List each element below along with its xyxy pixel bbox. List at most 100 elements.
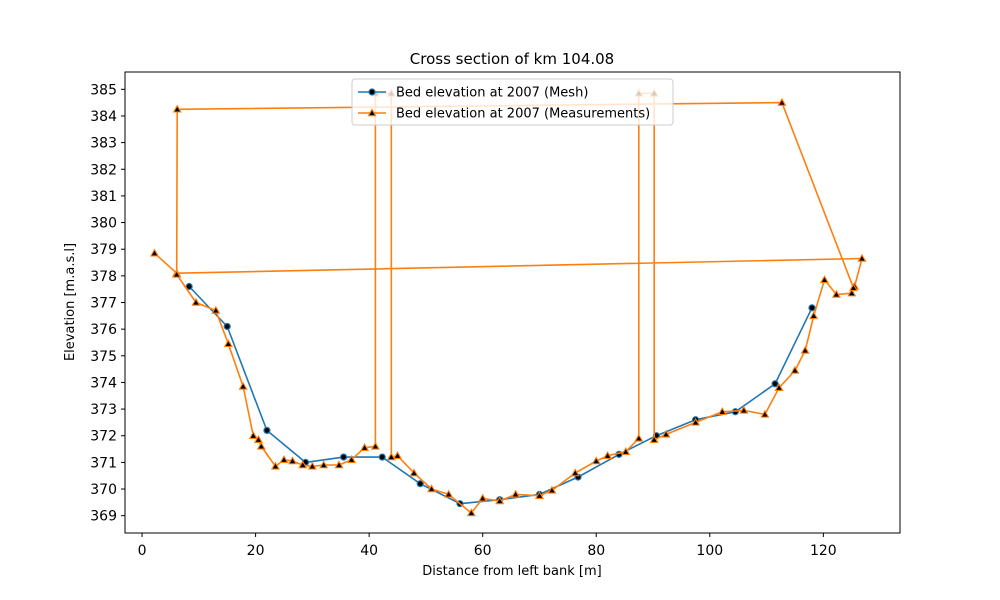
measurement-point-marker bbox=[211, 305, 221, 314]
x-tick-label: 20 bbox=[247, 543, 265, 559]
measurement-point-marker bbox=[307, 461, 317, 470]
mesh-point-marker bbox=[368, 88, 376, 96]
measurement-point-marker bbox=[409, 468, 419, 477]
measurement-point-marker bbox=[466, 508, 476, 517]
series-1 bbox=[149, 88, 867, 517]
axes-frame bbox=[124, 71, 901, 534]
measurement-point-marker bbox=[819, 275, 830, 284]
measurement-point-marker bbox=[760, 409, 770, 418]
x-tick-label: 120 bbox=[810, 543, 837, 559]
measurement-point-marker bbox=[534, 490, 545, 499]
y-tick-label: 377 bbox=[90, 296, 117, 312]
x-tick-label: 100 bbox=[696, 543, 723, 559]
y-tick-label: 383 bbox=[90, 136, 117, 152]
measurement-point-marker bbox=[661, 429, 671, 438]
measurement-point-marker bbox=[691, 417, 701, 426]
mesh-point-marker bbox=[771, 380, 779, 388]
measurement-point-marker bbox=[848, 283, 858, 292]
legend-item: Bed elevation at 2007 (Mesh) bbox=[358, 86, 588, 101]
measurement-point-marker bbox=[444, 489, 454, 498]
measurement-point-marker bbox=[621, 447, 631, 455]
measurement-point-marker bbox=[739, 405, 749, 414]
measurement-point-marker bbox=[346, 455, 357, 463]
measurement-point-marker bbox=[298, 460, 308, 469]
y-tick-label: 370 bbox=[90, 482, 117, 498]
y-tick-label: 374 bbox=[90, 375, 117, 391]
measurement-point-marker bbox=[367, 108, 377, 117]
measurement-point-marker bbox=[287, 456, 298, 465]
y-tick-label: 376 bbox=[90, 322, 117, 338]
legend-box bbox=[351, 78, 674, 126]
plot-area bbox=[149, 88, 867, 517]
measurement-point-marker bbox=[809, 311, 819, 320]
y-tick-label: 380 bbox=[90, 216, 117, 232]
measurement-point-marker bbox=[386, 452, 396, 461]
measurement-point-marker bbox=[847, 288, 857, 297]
measurement-point-marker bbox=[238, 381, 248, 390]
legend-label: Bed elevation at 2007 (Mesh) bbox=[396, 86, 588, 101]
x-tick-label: 0 bbox=[138, 543, 147, 559]
measurement-point-marker bbox=[360, 443, 370, 451]
y-tick-label: 384 bbox=[90, 109, 117, 125]
measurement-point-marker bbox=[717, 407, 727, 416]
measurement-point-marker bbox=[191, 297, 201, 306]
y-axis: 369 370 371 372 373 374 375 376 377 378 379 380 381 3… bbox=[90, 82, 125, 525]
measurement-point-marker bbox=[370, 441, 380, 450]
legend-item: Bed elevation at 2007 (Measurements) bbox=[358, 107, 650, 122]
y-tick-label: 381 bbox=[90, 189, 117, 205]
x-tick-label: 40 bbox=[360, 543, 378, 559]
x-tick-label: 60 bbox=[474, 543, 492, 559]
measurement-point-marker bbox=[172, 104, 182, 113]
measurement-point-marker bbox=[256, 441, 266, 450]
measurement-point-marker bbox=[319, 460, 329, 469]
series-line bbox=[188, 285, 813, 505]
y-tick-label: 369 bbox=[90, 509, 117, 525]
legend: Bed elevation at 2007 (Mesh) Bed elevatio… bbox=[351, 78, 674, 126]
y-tick-label: 382 bbox=[90, 162, 117, 178]
measurement-point-marker bbox=[427, 484, 437, 493]
measurement-point-marker bbox=[248, 431, 258, 439]
measurement-point-marker bbox=[149, 248, 160, 257]
x-axis-label: Distance from left bank [m] bbox=[422, 564, 601, 579]
measurement-point-marker bbox=[547, 485, 557, 494]
mesh-point-marker bbox=[416, 480, 424, 488]
measurement-point-marker bbox=[777, 97, 787, 106]
measurement-point-marker bbox=[511, 489, 521, 498]
x-tick-label: 80 bbox=[587, 543, 605, 559]
measurement-point-marker bbox=[634, 433, 644, 442]
mesh-point-marker bbox=[378, 453, 386, 461]
measurement-point-marker bbox=[831, 289, 841, 298]
measurement-point-marker bbox=[774, 383, 784, 392]
y-axis-label: Elevation [m.a.s.l] bbox=[63, 243, 78, 361]
measurement-point-marker bbox=[570, 468, 580, 477]
series-line bbox=[153, 92, 863, 514]
measurement-point-marker bbox=[223, 339, 233, 348]
mesh-point-marker bbox=[339, 453, 348, 461]
y-tick-label: 379 bbox=[90, 242, 117, 258]
measurement-point-marker bbox=[270, 461, 281, 470]
mesh-point-marker bbox=[185, 282, 193, 291]
measurement-point-marker bbox=[334, 460, 344, 469]
measurement-point-marker bbox=[478, 493, 488, 502]
measurement-point-marker bbox=[603, 451, 613, 459]
measurement-point-marker bbox=[279, 455, 289, 463]
measurement-point-marker bbox=[392, 451, 403, 459]
y-tick-label: 373 bbox=[90, 402, 117, 418]
measurement-point-marker bbox=[253, 435, 263, 443]
y-tick-label: 375 bbox=[90, 349, 117, 365]
mesh-point-marker bbox=[263, 426, 271, 435]
measurement-point-marker bbox=[649, 435, 659, 443]
measurement-point-marker bbox=[495, 496, 505, 505]
chart-title: Cross section of km 104.08 bbox=[410, 50, 614, 68]
measurement-point-marker bbox=[800, 345, 810, 354]
series-0 bbox=[185, 282, 816, 508]
y-tick-label: 378 bbox=[90, 269, 117, 285]
y-tick-label: 371 bbox=[90, 455, 117, 471]
x-axis: 0 20 40 60 80 100 120 bbox=[138, 533, 837, 559]
measurement-point-marker bbox=[172, 269, 182, 278]
mesh-point-marker bbox=[808, 304, 816, 312]
measurement-point-marker bbox=[790, 365, 800, 374]
legend-label: Bed elevation at 2007 (Measurements) bbox=[396, 107, 650, 122]
